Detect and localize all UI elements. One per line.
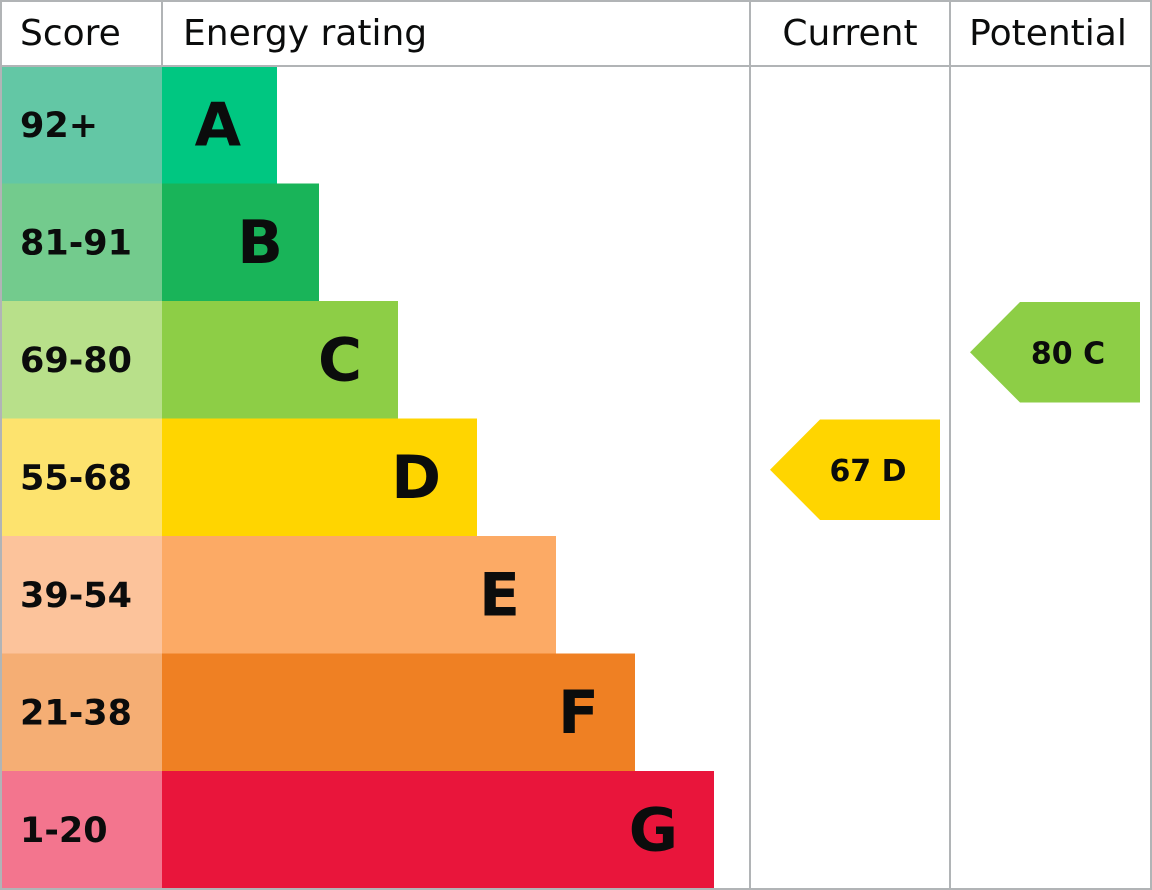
score-cell [0,771,162,889]
score-cell [0,183,162,301]
current-score: 67 [829,453,871,488]
score-range: 1-20 [20,811,108,851]
current-label: 67 D [829,453,906,488]
score-cell [0,653,162,771]
score-range: 81-91 [20,223,132,263]
score-cell [0,301,162,419]
score-range: 21-38 [20,693,132,733]
potential-arrow [970,302,1140,403]
score-range: 39-54 [20,576,132,616]
potential-score: 80 [1031,336,1073,371]
header-current: Current [782,13,917,54]
header-potential: Potential [969,13,1127,54]
score-cell [0,536,162,654]
score-range: 92+ [20,106,98,146]
score-cell [0,66,162,184]
header-row [0,0,1152,66]
header-rating: Energy rating [183,13,427,54]
rating-letter: A [195,90,242,160]
rating-bar [162,418,477,536]
header-score: Score [20,13,121,54]
rating-letter: E [479,560,520,630]
potential-band: C [1083,336,1105,371]
score-range: 55-68 [20,458,132,498]
rating-bar [162,183,319,301]
rating-letter: B [237,208,283,278]
rating-bar [162,771,714,889]
current-band: D [882,453,907,488]
rating-bar [162,301,398,419]
rating-letter: G [629,795,678,865]
rating-bar [162,66,277,184]
rating-bar [162,536,556,654]
score-range: 69-80 [20,341,132,381]
score-cell [0,418,162,536]
current-arrow [770,419,940,520]
rating-letter: F [558,678,599,748]
rating-bar [162,653,635,771]
potential-label: 80 C [1031,336,1105,371]
rating-letter: C [318,325,362,395]
rating-letter: D [391,443,441,513]
